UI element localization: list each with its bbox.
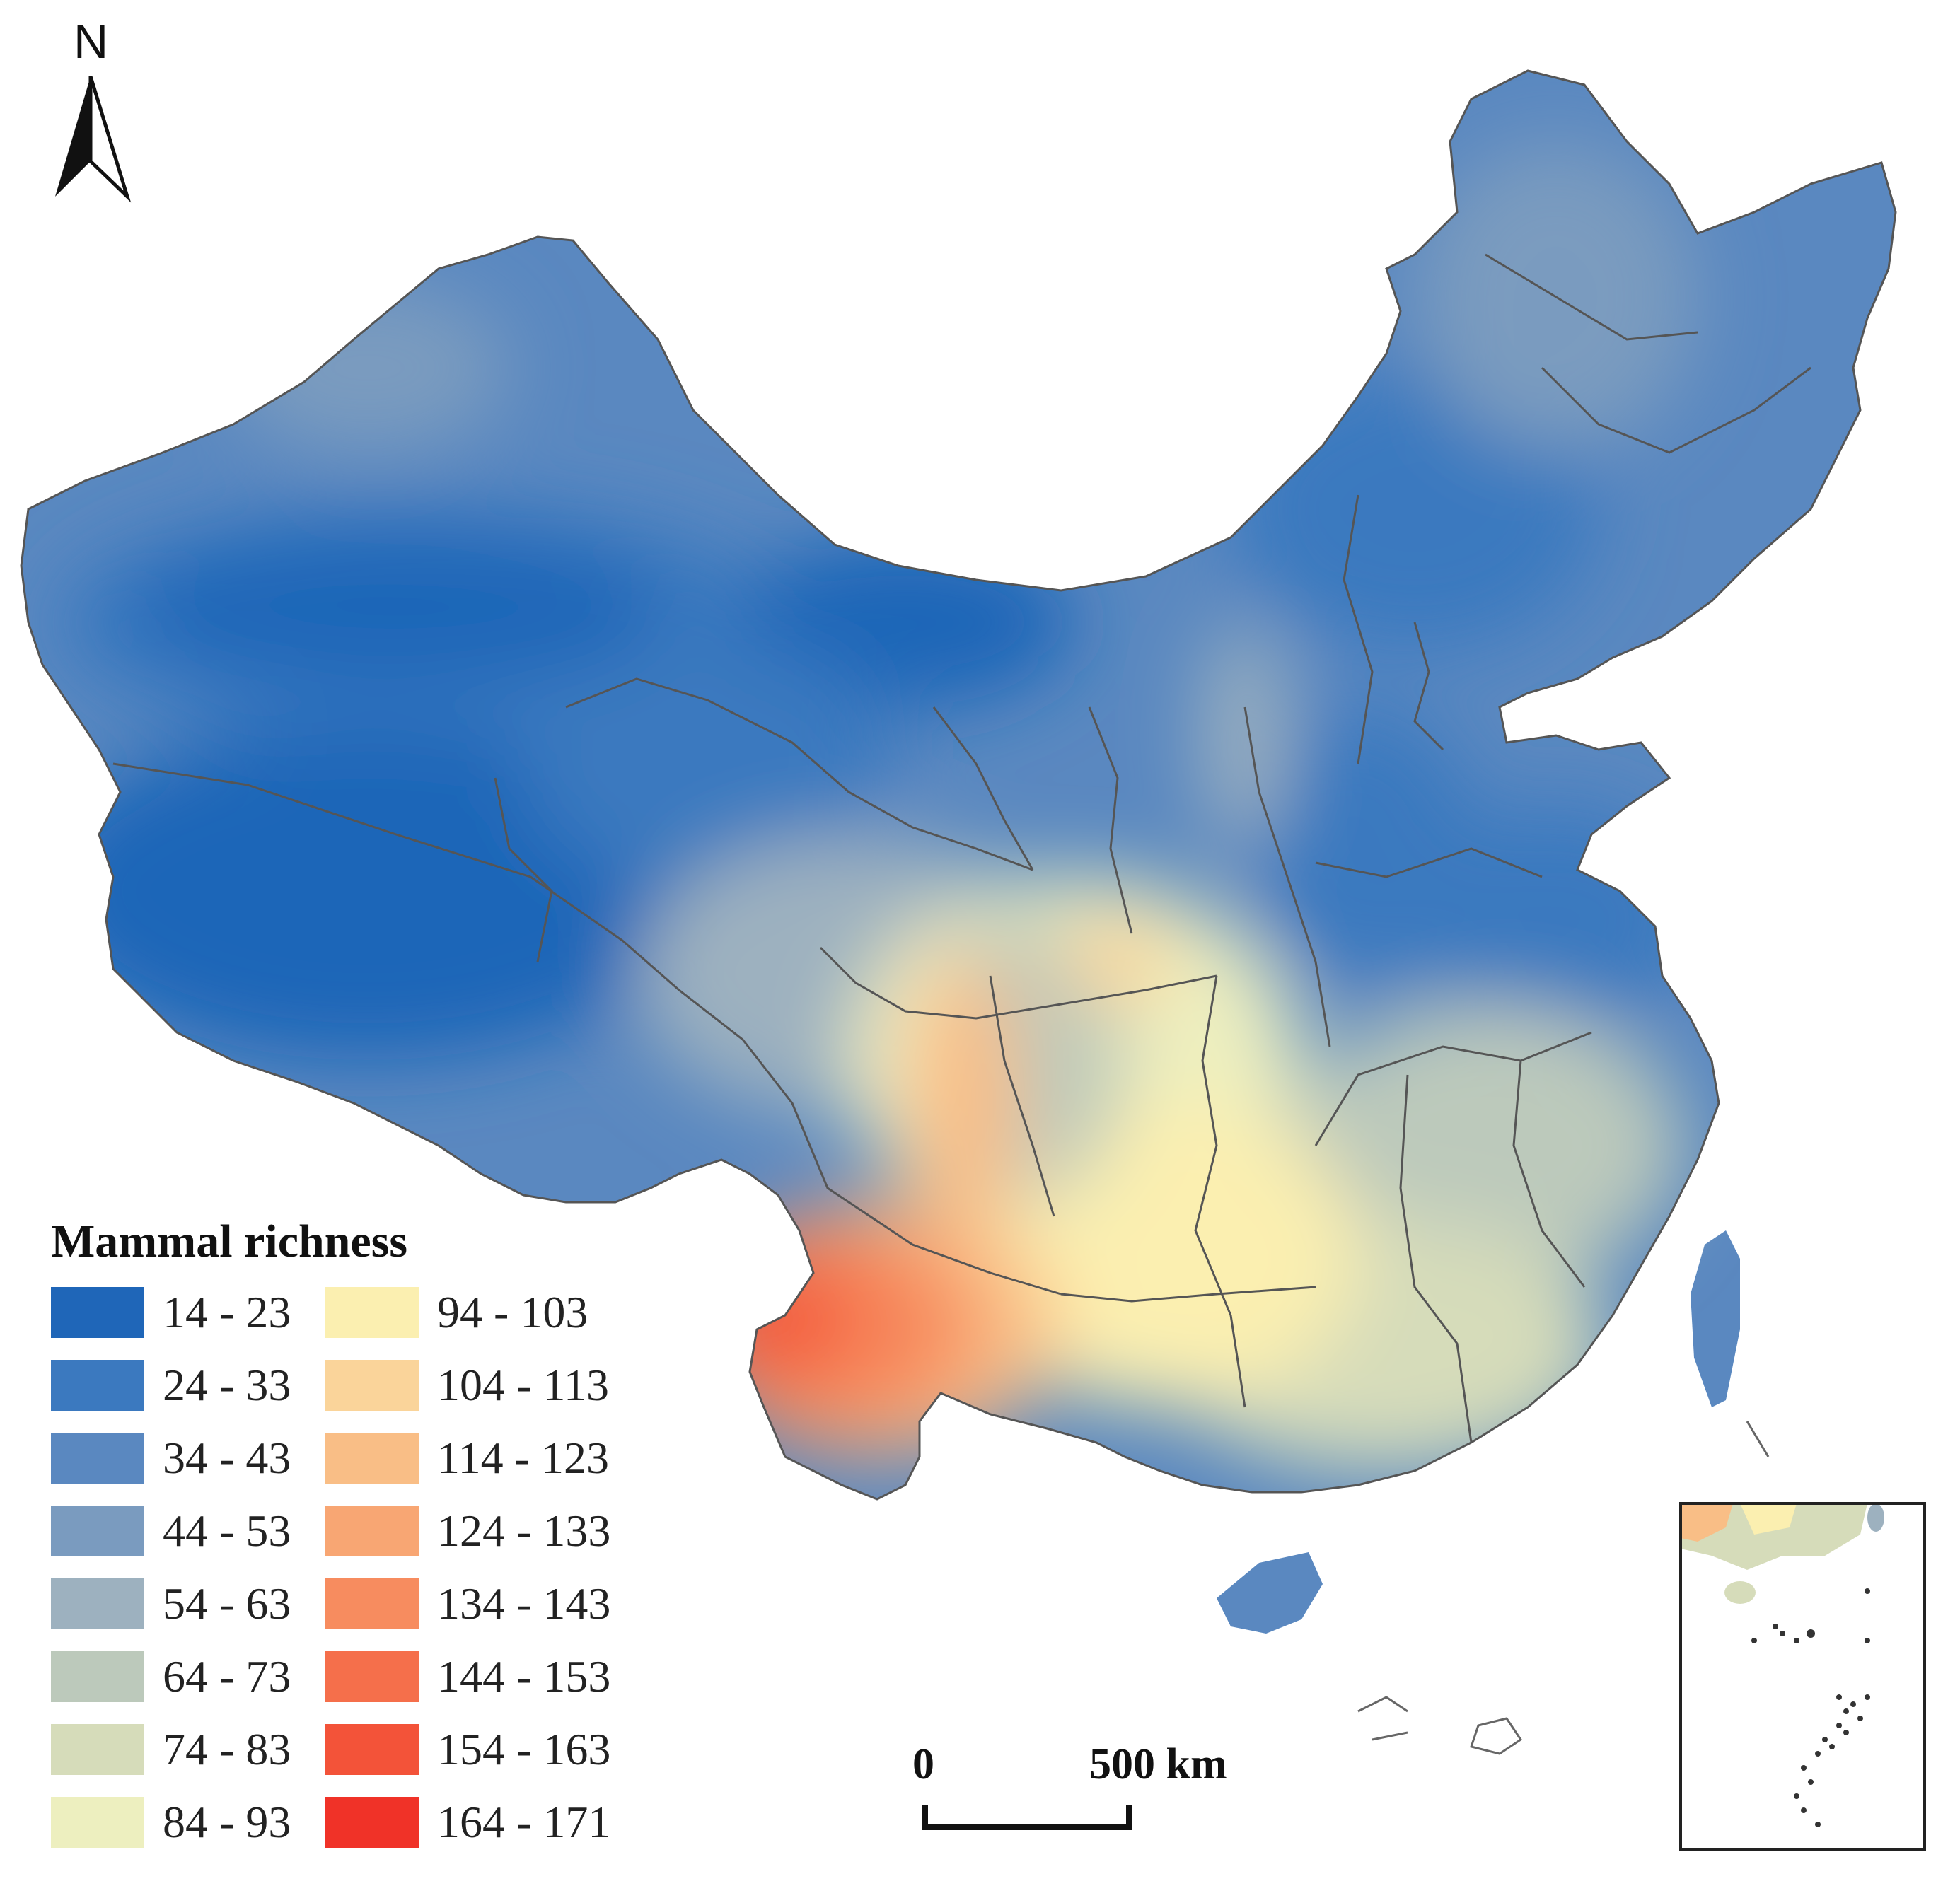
legend-swatch xyxy=(51,1506,144,1556)
legend-label: 164 - 171 xyxy=(437,1797,611,1847)
legend-swatch xyxy=(325,1578,419,1629)
scale-bar xyxy=(922,1805,1132,1830)
north-label: N xyxy=(74,15,109,69)
legend-label: 114 - 123 xyxy=(437,1433,609,1483)
legend-item: 34 - 43 xyxy=(51,1431,291,1485)
legend-item: 164 - 171 xyxy=(325,1795,610,1849)
legend-label: 14 - 23 xyxy=(163,1287,291,1337)
legend-item: 134 - 143 xyxy=(325,1577,610,1631)
legend-swatch xyxy=(51,1797,144,1848)
legend-swatch xyxy=(325,1797,419,1848)
legend-item: 14 - 23 xyxy=(51,1286,291,1339)
scale-start-label: 0 xyxy=(912,1740,934,1788)
legend-swatch xyxy=(51,1360,144,1411)
legend-item: 84 - 93 xyxy=(51,1795,291,1849)
legend-item: 74 - 83 xyxy=(51,1723,291,1776)
legend-item: 114 - 123 xyxy=(325,1431,609,1485)
legend-item: 44 - 53 xyxy=(51,1504,291,1558)
legend-item: 54 - 63 xyxy=(51,1577,291,1631)
legend-label: 74 - 83 xyxy=(163,1724,291,1774)
legend-item: 154 - 163 xyxy=(325,1723,610,1776)
province-boundaries xyxy=(20,69,1897,1501)
legend-swatch xyxy=(51,1724,144,1775)
north-arrow-icon xyxy=(55,76,132,203)
legend-label: 144 - 153 xyxy=(437,1651,611,1701)
legend-swatch xyxy=(325,1433,419,1484)
legend-item: 124 - 133 xyxy=(325,1504,610,1558)
legend-item: 94 - 103 xyxy=(325,1286,588,1339)
legend-swatch xyxy=(51,1287,144,1338)
legend-label: 34 - 43 xyxy=(163,1433,291,1483)
legend-label: 124 - 133 xyxy=(437,1506,611,1556)
scale-end-label: 500 km xyxy=(1089,1740,1227,1788)
legend-label: 154 - 163 xyxy=(437,1724,611,1774)
legend-swatch xyxy=(325,1287,419,1338)
legend-swatch xyxy=(325,1360,419,1411)
legend-swatch xyxy=(51,1651,144,1702)
legend-label: 24 - 33 xyxy=(163,1360,291,1410)
legend-item: 144 - 153 xyxy=(325,1650,610,1704)
legend-swatch xyxy=(325,1651,419,1702)
legend-label: 134 - 143 xyxy=(437,1578,611,1629)
legend-label: 94 - 103 xyxy=(437,1287,588,1337)
legend-item: 64 - 73 xyxy=(51,1650,291,1704)
legend-item: 104 - 113 xyxy=(325,1358,609,1412)
legend-swatch xyxy=(325,1724,419,1775)
inset-map xyxy=(1679,1502,1926,1851)
legend-label: 54 - 63 xyxy=(163,1578,291,1629)
island-outlines xyxy=(1357,1421,1770,1755)
legend-label: 104 - 113 xyxy=(437,1360,609,1410)
legend-swatch xyxy=(325,1506,419,1556)
legend-label: 84 - 93 xyxy=(163,1797,291,1847)
legend-label: 64 - 73 xyxy=(163,1651,291,1701)
legend-item: 24 - 33 xyxy=(51,1358,291,1412)
legend-swatch xyxy=(51,1578,144,1629)
legend-label: 44 - 53 xyxy=(163,1506,291,1556)
legend-title: Mammal richness xyxy=(51,1216,408,1267)
legend-swatch xyxy=(51,1433,144,1484)
